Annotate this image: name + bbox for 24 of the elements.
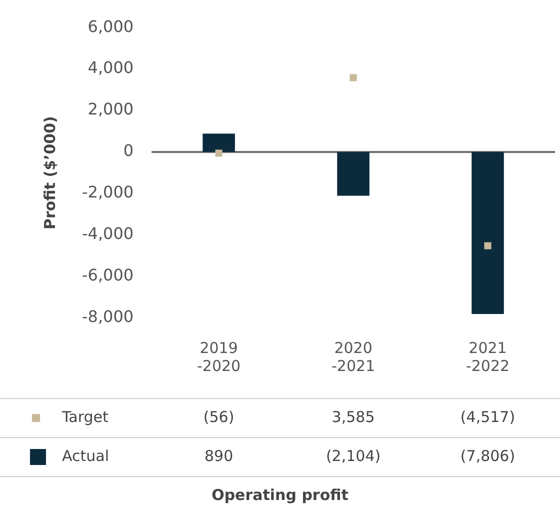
legend-label: Target [62,408,108,426]
point [215,150,222,157]
y-axis-title: Profit ($’000) [40,116,59,230]
x-tick-label: 2019 -2020 [197,338,241,375]
y-tick-label: 0 [123,141,134,160]
x-tick-label: 2020 -2021 [331,338,376,375]
y-tick-label: 2,000 [88,100,134,119]
x-tick-label: 2021 -2022 [466,338,510,375]
y-tick-label: 4,000 [88,58,134,78]
data-label: (2,104) [326,447,381,465]
data-label: (56) [203,408,234,426]
y-tick-label: -4,000 [82,224,134,244]
legend-label: Actual [62,447,109,465]
point [350,74,357,82]
y-tick-label: -2,000 [82,182,134,202]
data-label: 890 [204,447,234,465]
data-label: 3,585 [332,408,375,426]
y-tick-label: -8,000 [82,307,134,326]
point [484,242,492,250]
text: Operating profit [210,486,350,504]
y-tick-label: 6,000 [88,16,134,36]
data-label: (4,517) [460,408,516,426]
y-tick-label: -6,000 [82,266,134,285]
data-label: (7,806) [460,447,516,465]
